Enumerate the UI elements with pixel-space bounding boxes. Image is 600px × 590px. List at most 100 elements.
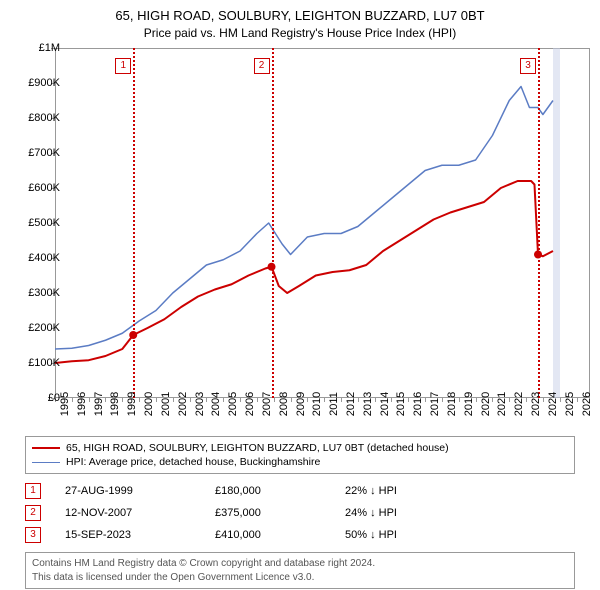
event-diff: 50% ↓ HPI — [345, 529, 455, 541]
event-price: £375,000 — [215, 507, 345, 519]
event-price: £180,000 — [215, 485, 345, 497]
xtick — [122, 398, 123, 402]
xlabel: 2009 — [295, 392, 307, 416]
xtick — [324, 398, 325, 402]
xtick — [459, 398, 460, 402]
xlabel: 2005 — [227, 392, 239, 416]
xlabel: 2007 — [261, 392, 273, 416]
xlabel: 2011 — [328, 392, 340, 416]
xtick — [492, 398, 493, 402]
ylabel: £300K — [10, 287, 60, 299]
legend-row: 65, HIGH ROAD, SOULBURY, LEIGHTON BUZZAR… — [32, 441, 568, 455]
footer-line1: Contains HM Land Registry data © Crown c… — [32, 557, 568, 571]
xtick — [89, 398, 90, 402]
xlabel: 2019 — [463, 392, 475, 416]
series-svg — [55, 48, 590, 398]
xlabel: 2013 — [362, 392, 374, 416]
xtick — [307, 398, 308, 402]
xtick — [341, 398, 342, 402]
ylabel: £0 — [10, 392, 60, 404]
event-marker: 1 — [115, 58, 131, 74]
xlabel: 1999 — [126, 392, 138, 416]
xtick — [173, 398, 174, 402]
event-diff: 24% ↓ HPI — [345, 507, 455, 519]
xlabel: 1998 — [109, 392, 121, 416]
xtick — [274, 398, 275, 402]
ylabel: £500K — [10, 217, 60, 229]
legend-label: 65, HIGH ROAD, SOULBURY, LEIGHTON BUZZAR… — [66, 442, 449, 454]
xlabel: 2008 — [278, 392, 290, 416]
xlabel: 2012 — [345, 392, 357, 416]
event-date: 27-AUG-1999 — [65, 485, 215, 497]
xtick — [105, 398, 106, 402]
xlabel: 2023 — [530, 392, 542, 416]
xlabel: 1995 — [59, 392, 71, 416]
event-row: 315-SEP-2023£410,00050% ↓ HPI — [25, 524, 575, 546]
xtick — [425, 398, 426, 402]
xtick — [526, 398, 527, 402]
xlabel: 2015 — [395, 392, 407, 416]
event-num: 2 — [25, 505, 41, 521]
xtick — [190, 398, 191, 402]
xlabel: 2004 — [210, 392, 222, 416]
legend-swatch — [32, 447, 60, 449]
xtick — [291, 398, 292, 402]
xtick — [577, 398, 578, 402]
xlabel: 2026 — [581, 392, 593, 416]
ylabel: £1M — [10, 42, 60, 54]
xlabel: 1997 — [93, 392, 105, 416]
xlabel: 2000 — [143, 392, 155, 416]
event-date: 12-NOV-2007 — [65, 507, 215, 519]
xtick — [560, 398, 561, 402]
event-row: 127-AUG-1999£180,00022% ↓ HPI — [25, 480, 575, 502]
xtick — [442, 398, 443, 402]
chart-title: 65, HIGH ROAD, SOULBURY, LEIGHTON BUZZAR… — [0, 8, 600, 23]
xtick — [543, 398, 544, 402]
ylabel: £700K — [10, 147, 60, 159]
xlabel: 2014 — [379, 392, 391, 416]
footer-line2: This data is licensed under the Open Gov… — [32, 571, 568, 585]
event-diff: 22% ↓ HPI — [345, 485, 455, 497]
event-line — [133, 48, 135, 398]
ylabel: £200K — [10, 322, 60, 334]
xtick — [408, 398, 409, 402]
xlabel: 2020 — [480, 392, 492, 416]
xtick — [391, 398, 392, 402]
event-marker: 2 — [254, 58, 270, 74]
legend-swatch — [32, 462, 60, 463]
xlabel: 2001 — [160, 392, 172, 416]
xlabel: 2018 — [446, 392, 458, 416]
event-line — [272, 48, 274, 398]
xlabel: 2024 — [547, 392, 559, 416]
xtick — [375, 398, 376, 402]
xtick — [358, 398, 359, 402]
event-num: 3 — [25, 527, 41, 543]
xtick — [476, 398, 477, 402]
event-marker: 3 — [520, 58, 536, 74]
series-hpi — [55, 87, 553, 350]
chart-subtitle: Price paid vs. HM Land Registry's House … — [0, 26, 600, 40]
plot-area: 1 2 3 — [55, 48, 590, 398]
xlabel: 2006 — [244, 392, 256, 416]
events-table: 127-AUG-1999£180,00022% ↓ HPI 2 12-NOV-200… — [25, 480, 575, 546]
ylabel: £800K — [10, 112, 60, 124]
ylabel: £600K — [10, 182, 60, 194]
ylabel: £900K — [10, 77, 60, 89]
xtick — [139, 398, 140, 402]
xlabel: 2017 — [429, 392, 441, 416]
xlabel: 2022 — [513, 392, 525, 416]
xlabel: 2010 — [311, 392, 323, 416]
legend: 65, HIGH ROAD, SOULBURY, LEIGHTON BUZZAR… — [25, 436, 575, 474]
ylabel: £400K — [10, 252, 60, 264]
xlabel: 2003 — [194, 392, 206, 416]
xlabel: 2002 — [177, 392, 189, 416]
legend-row: HPI: Average price, detached house, Buck… — [32, 455, 568, 469]
xlabel: 2025 — [564, 392, 576, 416]
xtick — [509, 398, 510, 402]
xtick — [156, 398, 157, 402]
legend-label: HPI: Average price, detached house, Buck… — [66, 456, 320, 468]
chart-root: 65, HIGH ROAD, SOULBURY, LEIGHTON BUZZAR… — [0, 0, 600, 590]
event-price: £410,000 — [215, 529, 345, 541]
xtick — [72, 398, 73, 402]
event-row: 2 12-NOV-2007£375,00024% ↓ HPI — [25, 502, 575, 524]
